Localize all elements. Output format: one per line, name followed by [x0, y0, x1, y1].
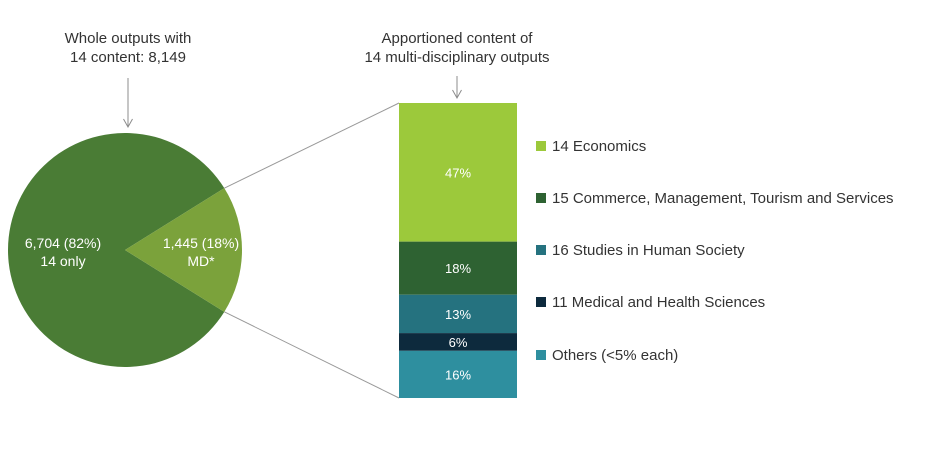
pie-slice-14-only [8, 132, 225, 367]
legend-label: 14 Economics [552, 138, 646, 155]
pie-slice-label-md: MD* [187, 253, 215, 269]
pie-slice-label-14-only: 14 only [40, 253, 85, 269]
bar-segment [399, 103, 517, 242]
legend-swatch [536, 245, 546, 255]
legend-label: 11 Medical and Health Sciences [552, 294, 765, 311]
bar-segment [399, 333, 517, 351]
bar-segment-label: 47% [445, 165, 471, 180]
pie-title: 14 content: 8,149 [70, 49, 186, 66]
bar-segment-label: 18% [445, 261, 471, 276]
pie-slice-md [125, 188, 242, 312]
legend-label: 16 Studies in Human Society [552, 242, 745, 259]
connector-line-top [224, 102, 400, 189]
connector-line-bottom [224, 311, 400, 399]
bar-segment-label: 6% [449, 335, 468, 350]
bar-segment [399, 241, 517, 295]
bar-title: Apportioned content of [382, 30, 534, 47]
legend-swatch [536, 297, 546, 307]
pie-title: Whole outputs with [65, 30, 192, 47]
legend-label: 15 Commerce, Management, Tourism and Ser… [552, 190, 894, 207]
bar-title: 14 multi-disciplinary outputs [364, 49, 549, 66]
pie-slice-label-14-only: 6,704 (82%) [25, 235, 101, 251]
legend-swatch [536, 141, 546, 151]
pie-slice-label-md: 1,445 (18%) [163, 235, 239, 251]
bar-segment-label: 16% [445, 367, 471, 382]
legend-swatch [536, 193, 546, 203]
bar-segment [399, 350, 517, 398]
bar-segment-label: 13% [445, 307, 471, 322]
legend-swatch [536, 350, 546, 360]
legend-label: Others (<5% each) [552, 347, 678, 364]
bar-title-arrowhead [452, 89, 462, 100]
bar-segment [399, 294, 517, 334]
pie-title-arrowhead [123, 118, 133, 129]
